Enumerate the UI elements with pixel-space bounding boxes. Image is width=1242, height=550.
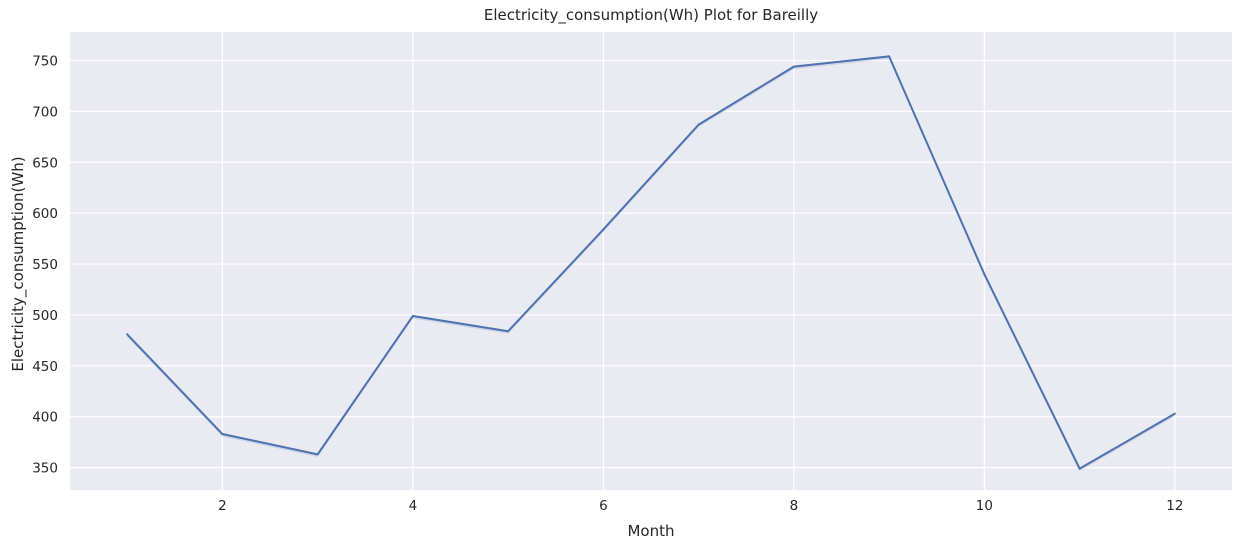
y-tick-label: 650 <box>32 155 58 171</box>
data-point <box>1078 467 1081 470</box>
x-tick-label: 10 <box>976 498 993 514</box>
y-tick-label: 400 <box>32 410 58 426</box>
data-point <box>411 314 414 317</box>
data-point <box>983 273 986 276</box>
data-point <box>316 453 319 456</box>
gridlines <box>70 32 1232 490</box>
plot-background <box>70 32 1232 490</box>
y-tick-label: 750 <box>32 53 58 69</box>
x-axis-label: Month <box>627 522 675 540</box>
x-tick-label: 4 <box>409 498 418 514</box>
y-tick-label: 600 <box>32 206 58 222</box>
data-point <box>126 333 129 336</box>
y-axis-label: Electricity_consumption(Wh) <box>9 156 27 372</box>
data-point <box>697 123 700 126</box>
data-point <box>221 433 224 436</box>
y-tick-label: 700 <box>32 104 58 120</box>
y-tick-label: 350 <box>32 461 58 477</box>
data-point <box>792 65 795 68</box>
y-tick-label: 550 <box>32 257 58 273</box>
series-line <box>126 55 1176 470</box>
x-tick-label: 8 <box>790 498 799 514</box>
y-tick-labels: 350 400 450 500 550 600 650 700 750 <box>32 53 58 476</box>
data-point <box>602 228 605 231</box>
y-tick-label: 450 <box>32 359 58 375</box>
y-tick-label: 500 <box>32 308 58 324</box>
series-layer <box>126 55 1176 470</box>
x-tick-labels: 2 4 6 8 10 12 <box>218 498 1183 514</box>
data-point <box>888 55 891 58</box>
x-tick-label: 2 <box>218 498 227 514</box>
chart-title: Electricity_consumption(Wh) Plot for Bar… <box>483 6 819 24</box>
x-tick-label: 12 <box>1166 498 1183 514</box>
x-tick-label: 6 <box>599 498 608 514</box>
data-point <box>507 330 510 333</box>
data-point <box>1173 412 1176 415</box>
